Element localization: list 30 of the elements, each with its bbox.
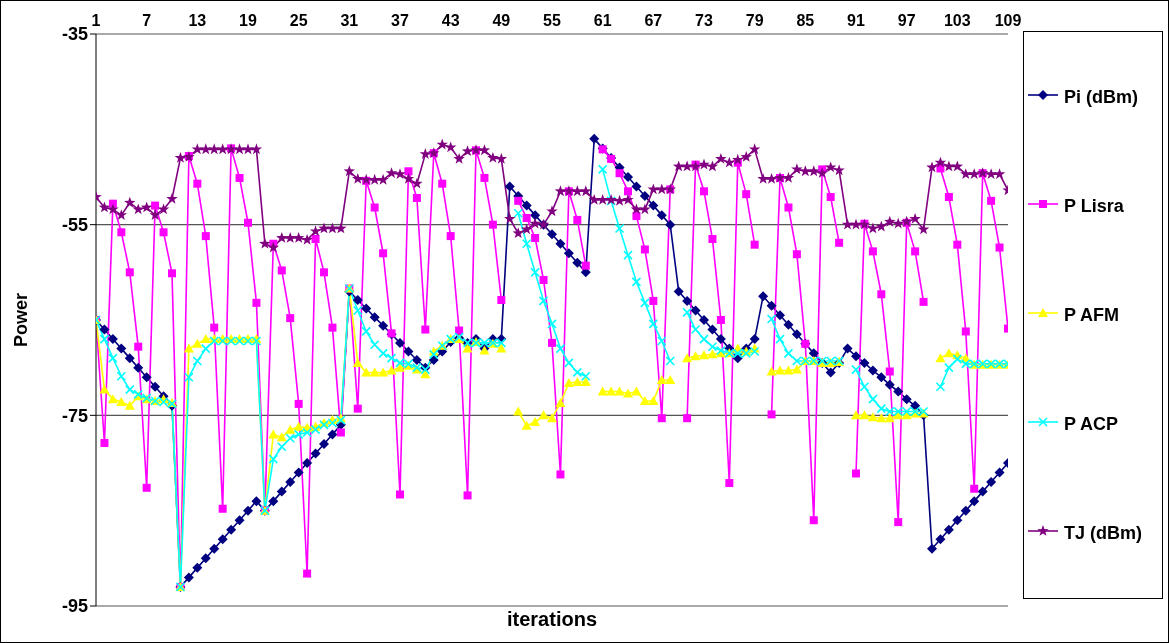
x-tick-label: 1 bbox=[91, 12, 101, 29]
x-tick-label: 13 bbox=[188, 12, 207, 29]
x-tick-label: 43 bbox=[441, 12, 460, 29]
y-tick-label: -35 bbox=[61, 24, 88, 45]
x-tick-label: 7 bbox=[142, 12, 152, 29]
x-tick-label: 97 bbox=[897, 12, 916, 29]
x-tick-label: 79 bbox=[745, 12, 764, 29]
x-tick-label: 109 bbox=[994, 12, 1022, 29]
legend-label: P AFM bbox=[1064, 303, 1120, 327]
x-tick-label: 67 bbox=[644, 12, 663, 29]
x-tick-label: 19 bbox=[239, 12, 257, 29]
y-axis-title: Power bbox=[11, 292, 32, 348]
x-tick-label: 91 bbox=[847, 12, 865, 29]
x-tick-label: 37 bbox=[391, 12, 409, 29]
x-axis-title: iterations bbox=[506, 608, 598, 631]
x-tick-label: 73 bbox=[695, 12, 713, 29]
x-tick-label: 103 bbox=[943, 12, 971, 29]
x-tick-label: 49 bbox=[492, 12, 511, 29]
y-tick-label: -55 bbox=[61, 215, 88, 236]
y-tick-label: -95 bbox=[61, 596, 88, 617]
x-tick-label: 31 bbox=[340, 12, 359, 29]
legend-label: P ACP bbox=[1064, 413, 1120, 437]
legend-label: Pi (dBm) bbox=[1064, 85, 1139, 109]
y-tick-label: -75 bbox=[61, 405, 88, 426]
x-tick-label: 55 bbox=[543, 12, 561, 29]
legend-label: P Lisra bbox=[1064, 194, 1125, 218]
legend-label: TJ (dBm) bbox=[1064, 522, 1143, 546]
x-tick-label: 85 bbox=[796, 12, 815, 29]
x-tick-label: 61 bbox=[593, 12, 612, 29]
x-tick-label: 25 bbox=[289, 12, 308, 29]
